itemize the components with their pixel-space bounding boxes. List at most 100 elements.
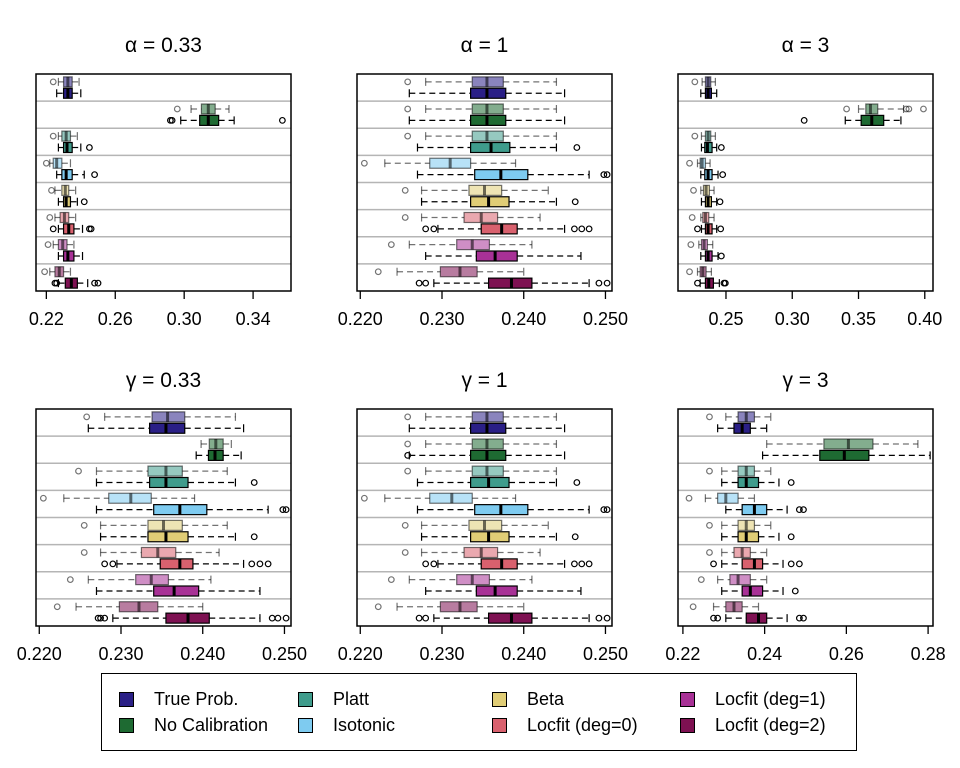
outlier-point <box>86 144 93 151</box>
plot-frame <box>35 408 292 627</box>
outlier-point <box>795 614 803 622</box>
x-tick-label: 0.30 <box>167 309 202 329</box>
outlier-point <box>920 105 927 113</box>
outlier-point <box>278 116 286 124</box>
outlier-point <box>843 105 850 113</box>
outlier-point <box>689 603 697 611</box>
legend-label: True Prob. <box>154 688 239 709</box>
box <box>717 492 739 504</box>
outlier-point <box>387 241 395 249</box>
outlier-point <box>686 159 693 167</box>
outlier-point <box>53 603 61 611</box>
outlier-point <box>109 560 117 568</box>
box <box>149 476 189 489</box>
x-tick-label: 0.40 <box>907 309 942 329</box>
outlier-point <box>595 279 603 287</box>
outlier-point <box>719 171 727 179</box>
outlier-point <box>600 506 608 514</box>
panel-1: α = 0.33 0.22 0.26 0.30 0.34 <box>29 34 292 329</box>
panel-title: α = 3 <box>782 34 830 57</box>
outlier-point <box>603 506 611 514</box>
box <box>147 519 183 531</box>
outlier-point <box>603 279 611 287</box>
outlier-point <box>422 279 430 287</box>
x-tick-label: 0.250 <box>583 644 628 664</box>
outlier-point <box>714 614 722 622</box>
outlier-point <box>53 279 61 287</box>
x-tick-label: 0.230 <box>419 309 464 329</box>
legend-item-beta: Beta <box>492 687 564 711</box>
x-tick-label: 0.220 <box>17 644 62 664</box>
outlier-point <box>717 225 725 233</box>
outlier-point <box>795 560 803 568</box>
outlier-point <box>578 225 586 233</box>
outlier-point <box>422 614 430 622</box>
x-tick-label: 0.28 <box>911 644 946 664</box>
outlier-point <box>39 494 47 502</box>
outlier-point <box>585 560 593 568</box>
outlier-point <box>42 159 50 167</box>
outlier-point <box>49 132 57 140</box>
outlier-point <box>80 521 88 529</box>
outlier-point <box>585 225 593 233</box>
x-tick-label: 0.250 <box>583 309 628 329</box>
outlier-point <box>264 560 272 568</box>
legend-label: Locfit (deg=0) <box>527 714 638 735</box>
outlier-point <box>83 413 91 421</box>
legend-swatch <box>492 717 507 733</box>
legend-label: Platt <box>333 688 370 709</box>
outlier-point <box>571 533 579 541</box>
outlier-point <box>168 116 176 124</box>
outlier-point <box>795 506 803 514</box>
outlier-point <box>422 560 430 568</box>
x-tick-label: 0.26 <box>98 309 133 329</box>
legend-label: No Calibration <box>154 714 269 735</box>
outlier-point <box>46 214 54 221</box>
x-tick-label: 0.250 <box>262 644 307 664</box>
outlier-point <box>274 614 282 622</box>
outlier-point <box>430 225 438 233</box>
outlier-point <box>578 560 586 568</box>
box <box>741 558 764 570</box>
outlier-point <box>401 186 409 194</box>
outlier-point <box>374 603 382 611</box>
outlier-point <box>800 116 808 124</box>
legend: True Prob. No Calibration Platt Isotonic… <box>101 673 857 751</box>
outlier-point <box>279 506 287 514</box>
outlier-point <box>694 279 701 287</box>
x-tick-label: 0.240 <box>180 644 225 664</box>
outlier-point <box>360 494 368 502</box>
outlier-point <box>75 467 82 475</box>
box <box>475 250 518 262</box>
outlier-point <box>573 479 581 486</box>
outlier-point <box>603 171 611 179</box>
box <box>153 585 200 597</box>
outlier-point <box>401 549 409 556</box>
x-tick-label: 0.24 <box>747 644 782 664</box>
outlier-point <box>706 549 713 556</box>
x-tick-label: 0.22 <box>29 309 64 329</box>
outlier-point <box>49 78 57 86</box>
outlier-point <box>256 560 264 568</box>
outlier-point <box>595 614 603 622</box>
outlier-point <box>91 279 98 287</box>
outlier-point <box>97 614 104 622</box>
box <box>729 574 751 586</box>
outlier-point <box>94 279 102 287</box>
outlier-point <box>401 214 409 221</box>
outlier-point <box>250 533 258 541</box>
box <box>475 585 518 597</box>
outlier-point <box>404 413 412 421</box>
x-tick-label: 0.240 <box>501 644 546 664</box>
legend-swatch <box>298 691 313 707</box>
outlier-point <box>800 614 807 622</box>
legend-swatch <box>298 717 313 733</box>
legend-swatch <box>119 691 134 707</box>
legend-swatch <box>119 717 134 733</box>
outlier-point <box>717 252 725 260</box>
outlier-point <box>422 225 430 233</box>
box <box>159 558 194 570</box>
outlier-point <box>282 506 290 514</box>
panel-6: γ = 3 0.22 0.24 0.26 0.28 <box>665 369 945 664</box>
box <box>737 476 760 489</box>
